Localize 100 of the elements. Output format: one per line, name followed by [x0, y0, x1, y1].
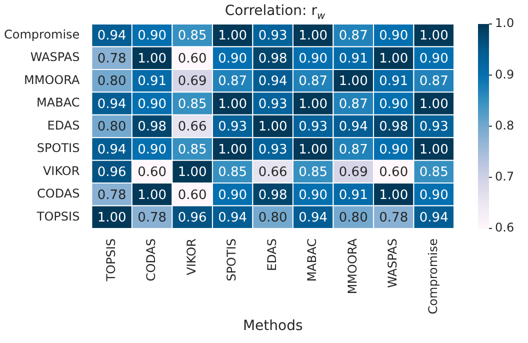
data-label: 0.93: [298, 120, 328, 135]
data-label: 0.94: [258, 74, 288, 90]
data-label: 1.00: [218, 142, 248, 158]
data-label: 0.87: [338, 142, 368, 158]
data-label: 0.93: [258, 96, 288, 112]
color-bar-label: 0.9: [495, 67, 514, 82]
x-tick-label: MMOORA: [345, 238, 360, 294]
data-label: 0.94: [218, 210, 248, 226]
data-label: 0.78: [97, 51, 126, 66]
data-label: 0.90: [419, 188, 448, 203]
x-tick-label: SPOTIS: [224, 238, 239, 282]
chart-title: Correlation: r$_{w}$: [224, 3, 326, 22]
data-label: 1.00: [419, 142, 448, 158]
data-label: 0.87: [338, 96, 368, 112]
data-label: 1.00: [379, 51, 408, 66]
data-label: 0.66: [178, 120, 207, 135]
data-label: 0.90: [298, 188, 328, 203]
data-label: 0.90: [419, 51, 448, 66]
y-tick-label: CODAS: [37, 186, 80, 201]
color-bar-label: 0.7: [495, 170, 514, 184]
color-bar-label: 1.0: [495, 16, 514, 30]
data-label: 1.00: [178, 165, 207, 180]
data-label: 0.93: [218, 120, 248, 135]
data-label: 0.94: [97, 96, 126, 112]
x-tick-label: CODAS: [144, 238, 158, 282]
data-label: 0.90: [379, 142, 408, 158]
data-label: 1.00: [298, 142, 328, 158]
data-label: 0.91: [379, 74, 408, 90]
data-label: 0.90: [138, 142, 167, 158]
data-label: 0.93: [258, 142, 288, 158]
data-label: 0.69: [338, 165, 368, 180]
data-label: 0.91: [338, 188, 368, 203]
y-tick-label: MABAC: [36, 96, 80, 110]
data-label: 0.94: [338, 120, 368, 135]
data-label: 0.80: [338, 210, 368, 226]
data-label: 1.00: [218, 96, 248, 112]
y-tick-label: EDAS: [47, 118, 80, 132]
data-label: 0.85: [419, 165, 448, 180]
x-tick-label: EDAS: [264, 238, 279, 271]
x-tick-label: VIKOR: [184, 238, 198, 276]
data-label: 0.91: [138, 74, 167, 90]
data-label: 0.90: [138, 96, 167, 112]
data-label: 0.78: [97, 188, 126, 203]
data-label: 0.90: [379, 28, 408, 44]
data-label: 0.90: [138, 28, 167, 44]
data-label: 0.60: [379, 165, 408, 180]
data-label: 0.87: [218, 74, 248, 90]
data-label: 0.93: [419, 120, 448, 135]
y-tick-label: MMOORA: [24, 72, 80, 87]
color-bar-label: 0.6: [495, 220, 514, 235]
data-label: 0.85: [178, 96, 207, 112]
data-label: 0.85: [178, 142, 207, 158]
data-label: 0.69: [178, 74, 207, 90]
y-tick-label: Compromise: [4, 27, 80, 42]
y-tick-label: SPOTIS: [36, 141, 80, 156]
x-tick-label: TOPSIS: [104, 238, 118, 282]
data-label: 1.00: [379, 188, 408, 203]
data-label: 1.00: [298, 28, 328, 44]
data-label: 0.85: [298, 165, 328, 180]
data-label: 0.90: [298, 51, 328, 66]
data-label: 1.00: [138, 51, 167, 66]
data-label: 1.00: [97, 210, 126, 226]
data-label: 0.80: [97, 120, 126, 135]
data-label: 1.00: [258, 120, 288, 135]
x-axis-title: Methods: [242, 318, 303, 334]
data-label: 0.78: [379, 210, 408, 226]
data-label: 0.60: [178, 51, 207, 66]
data-label: 1.00: [138, 188, 167, 203]
data-label: 0.98: [258, 188, 288, 203]
data-label: 0.93: [258, 28, 288, 44]
data-label: 0.85: [218, 165, 248, 180]
data-label: 1.00: [419, 96, 448, 112]
data-label: 0.94: [97, 28, 126, 44]
data-label: 0.90: [218, 51, 248, 66]
data-label: 0.66: [258, 165, 288, 180]
data-label: 0.87: [419, 74, 448, 90]
data-label: 1.00: [218, 28, 248, 44]
data-label: 0.90: [218, 188, 248, 203]
x-tick-label: Compromise: [426, 238, 440, 314]
color-bar-label: 0.8: [495, 118, 514, 132]
data-label: 0.90: [379, 96, 408, 112]
data-label: 1.00: [338, 74, 368, 90]
data-label: 0.94: [298, 210, 328, 226]
data-label: 0.96: [178, 210, 207, 226]
y-tick-label: VIKOR: [42, 164, 80, 178]
data-label: 0.98: [379, 120, 408, 135]
x-tick-label: WASPAS: [386, 238, 400, 288]
y-tick-label: WASPAS: [30, 50, 80, 64]
data-label: 0.80: [258, 210, 288, 226]
y-tick-label: TOPSIS: [36, 209, 80, 224]
data-label: 1.00: [419, 28, 448, 44]
data-label: 0.85: [178, 28, 207, 44]
data-label: 0.60: [178, 188, 207, 203]
data-label: 1.00: [298, 96, 328, 112]
data-label: 0.91: [338, 51, 368, 66]
data-label: 0.80: [97, 74, 126, 90]
data-label: 0.87: [338, 28, 368, 44]
data-label: 0.96: [97, 165, 126, 180]
data-label: 0.98: [258, 51, 288, 66]
data-label: 0.94: [419, 210, 448, 226]
